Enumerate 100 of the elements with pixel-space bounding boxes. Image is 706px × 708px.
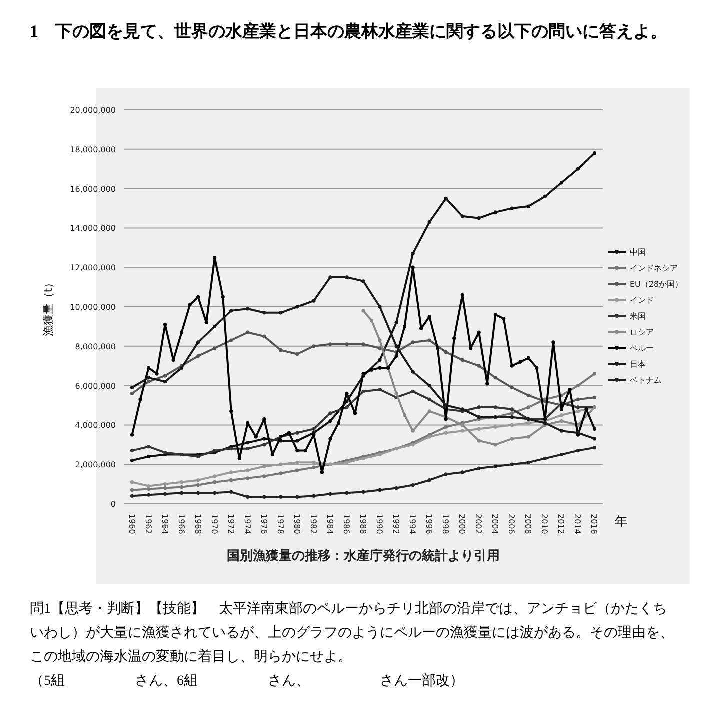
point — [526, 204, 530, 208]
point — [543, 194, 547, 198]
point — [526, 356, 530, 360]
point — [138, 398, 142, 402]
point — [477, 427, 481, 431]
point — [130, 480, 134, 484]
y-tick-label: 16,000,000 — [70, 184, 116, 194]
point — [526, 406, 530, 410]
point — [411, 340, 415, 344]
point — [592, 437, 597, 441]
x-tick-label: 1966 — [176, 514, 186, 534]
x-tick-label: 1990 — [375, 514, 384, 534]
point — [146, 484, 151, 488]
point — [254, 435, 258, 439]
point — [378, 388, 382, 392]
point — [328, 342, 332, 346]
point — [188, 303, 192, 307]
point — [592, 372, 597, 376]
point — [336, 421, 341, 426]
x-tick-label: 2006 — [507, 514, 516, 534]
point — [230, 470, 234, 474]
text: 国別漁獲量の推移：水産庁発行の統計より引用 — [227, 548, 500, 564]
x-tick-label: 2012 — [556, 514, 566, 534]
point — [428, 478, 432, 482]
point — [576, 384, 580, 388]
point — [262, 464, 266, 468]
point — [494, 376, 498, 380]
point — [370, 318, 374, 323]
point — [510, 412, 514, 416]
x-tick-label: 1974 — [242, 514, 252, 534]
x-tick-label: 1970 — [210, 514, 219, 534]
x-tick-label: 2016 — [590, 514, 599, 534]
x-tick-label: 1998 — [441, 514, 450, 534]
point — [262, 311, 266, 315]
point — [362, 309, 366, 313]
point — [172, 358, 176, 362]
point — [196, 491, 200, 495]
point — [460, 214, 464, 218]
y-tick-label: 14,000,000 — [70, 224, 116, 234]
y-tick-label: 4,000,000 — [75, 421, 116, 430]
x-tick-label: 2008 — [524, 514, 533, 534]
point — [196, 340, 200, 344]
point — [353, 412, 358, 416]
point — [221, 295, 225, 299]
point — [444, 404, 448, 408]
point — [180, 330, 184, 334]
legend-label: 米国 — [630, 312, 646, 321]
point — [428, 315, 432, 319]
point — [146, 376, 151, 380]
point — [196, 478, 200, 482]
point — [345, 406, 349, 410]
x-tick-label: 1988 — [358, 514, 368, 534]
legend-label: 中国 — [630, 248, 646, 257]
point — [163, 380, 168, 384]
point — [411, 370, 415, 374]
point — [146, 380, 151, 384]
point — [560, 408, 564, 412]
point — [312, 344, 316, 348]
point — [262, 334, 266, 338]
point — [494, 425, 498, 429]
y-tick-label: 6,000,000 — [75, 382, 116, 391]
point — [296, 352, 300, 356]
text: （5組 さん、6組 さん、 さん一部改） — [30, 672, 465, 691]
point — [320, 470, 324, 474]
point — [394, 344, 398, 348]
point — [494, 406, 498, 410]
point — [155, 372, 159, 376]
point — [560, 429, 564, 433]
point — [230, 410, 234, 414]
point — [477, 466, 481, 470]
point — [230, 338, 234, 342]
point — [510, 437, 514, 441]
point — [568, 388, 572, 392]
point — [460, 429, 464, 433]
x-tick-label: 1968 — [193, 514, 202, 534]
point — [146, 487, 151, 492]
point — [328, 412, 332, 416]
x-tick-label: 1980 — [292, 514, 302, 534]
point — [576, 449, 580, 453]
point — [378, 358, 382, 362]
point — [279, 472, 283, 476]
point — [270, 452, 274, 457]
point — [494, 210, 498, 214]
legend-label: 日本 — [630, 360, 646, 369]
point — [246, 441, 250, 445]
point — [328, 276, 332, 280]
point — [230, 490, 234, 494]
point — [510, 364, 514, 368]
point — [526, 460, 530, 464]
point — [130, 392, 134, 396]
point — [576, 398, 580, 402]
point — [328, 419, 332, 424]
point — [576, 167, 580, 171]
point — [196, 295, 200, 299]
point — [394, 392, 398, 396]
point — [402, 414, 407, 418]
point — [163, 482, 168, 486]
point — [146, 366, 151, 370]
legend-label: インドネシア — [630, 264, 678, 273]
point — [328, 492, 332, 496]
